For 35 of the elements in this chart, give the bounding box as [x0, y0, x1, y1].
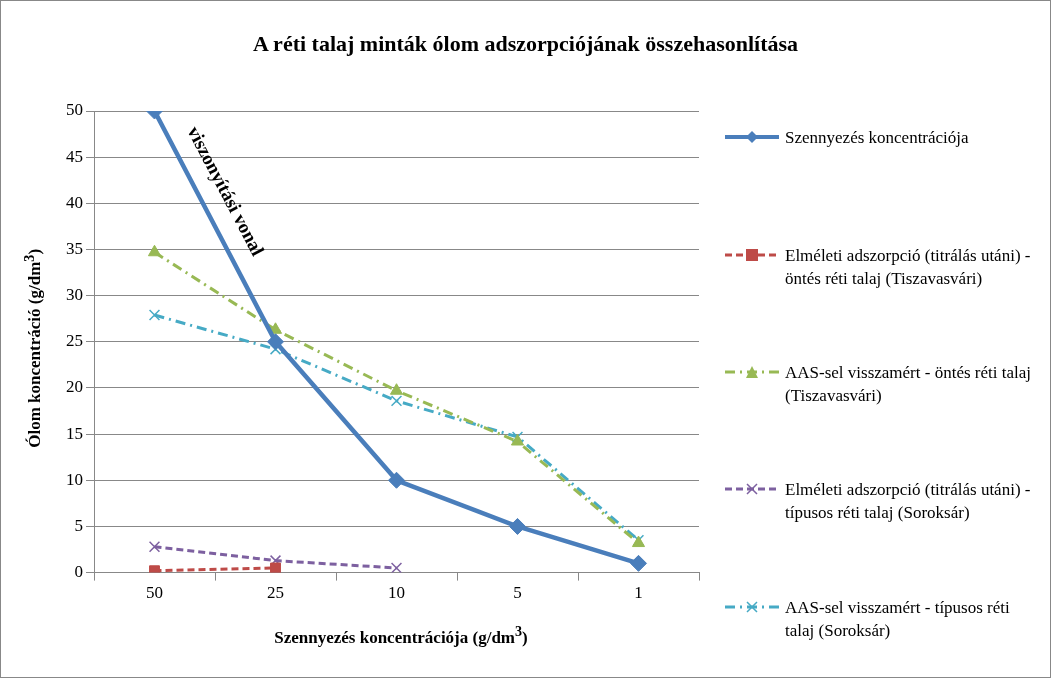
point — [149, 565, 160, 573]
legend-label: Szennyezés koncentrációja — [785, 127, 969, 149]
point — [390, 562, 403, 573]
y-tick-label: 50 — [66, 100, 83, 120]
x-tick-label: 50 — [146, 583, 163, 603]
point — [388, 471, 405, 489]
point — [270, 562, 281, 573]
point — [390, 395, 403, 407]
y-tick-label: 0 — [74, 562, 83, 582]
y-tick-label: 25 — [66, 331, 83, 351]
y-tick-label: 15 — [66, 423, 83, 443]
point — [630, 554, 647, 572]
point — [147, 244, 162, 257]
y-tick-label: 30 — [66, 285, 83, 305]
x-axis-title: Szennyezés koncentrációja (g/dm$^{3}$) — [273, 623, 529, 648]
y-tick-label: 45 — [66, 146, 83, 166]
legend-label: AAS-sel visszamért - típusos réti talaj (Soroksár) — [785, 597, 1011, 642]
point — [267, 333, 284, 351]
y-tick-label: 40 — [66, 192, 83, 212]
legend-label: Elméleti adszorpció (titrálás utáni) - típusos réti talaj (Soroksár) — [785, 479, 1032, 524]
x-tick-label: 10 — [388, 583, 405, 603]
legend-label: Elméleti adszorpció (titrálás utáni) - öntés réti talaj (Tiszavasvári) — [785, 245, 1032, 290]
point — [148, 541, 161, 553]
x-tick-label: 1 — [634, 583, 643, 603]
point — [148, 309, 161, 321]
y-tick-label: 10 — [66, 469, 83, 489]
x-tick-label: 25 — [267, 583, 284, 603]
point — [509, 517, 526, 535]
legend-label: AAS-sel visszamért - öntés réti talaj (Tiszavasvári) — [785, 362, 1032, 407]
y-tick-label: 20 — [66, 377, 83, 397]
x-tick-label: 5 — [513, 583, 522, 603]
point — [389, 383, 404, 395]
y-tick-label: 35 — [66, 238, 83, 258]
chart-title: A réti talaj minták ólom adszorpciójának összehasonlítása — [251, 31, 800, 57]
y-tick-label: 5 — [74, 515, 83, 535]
